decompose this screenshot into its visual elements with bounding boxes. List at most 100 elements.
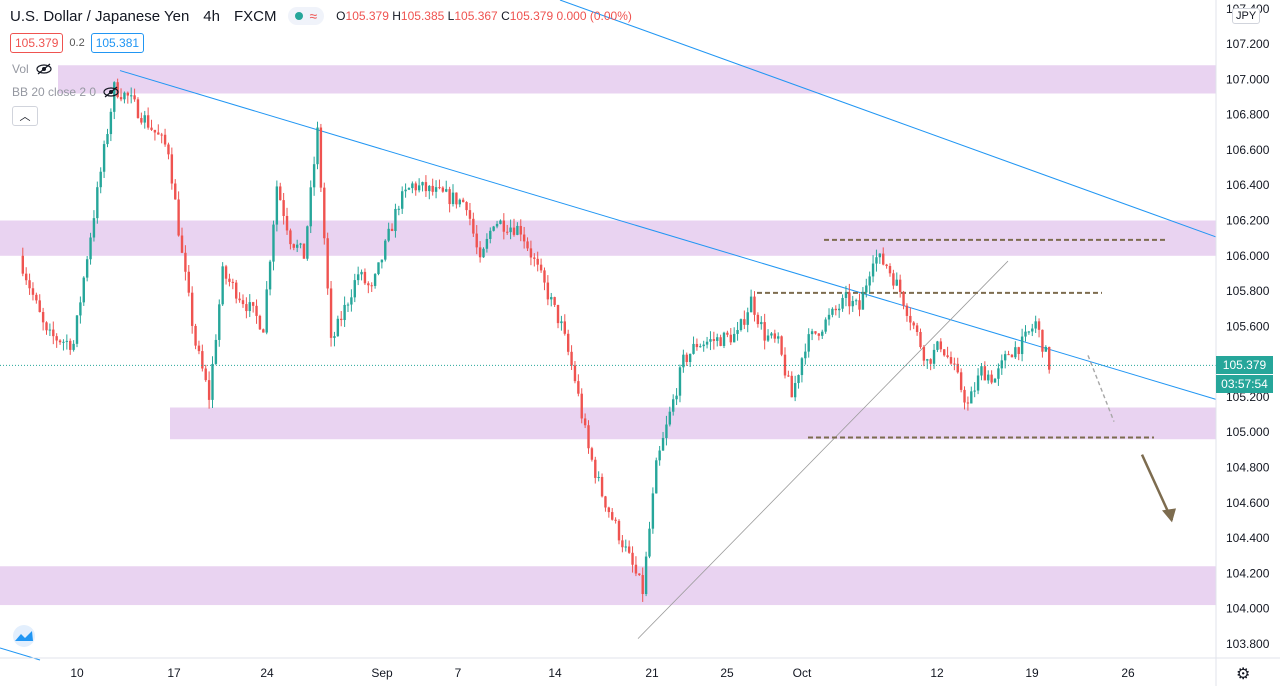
candle-body[interactable]: [190, 292, 194, 326]
candle-body[interactable]: [746, 312, 749, 325]
candle-body[interactable]: [489, 230, 492, 239]
candle-body[interactable]: [1044, 346, 1048, 352]
candle-body[interactable]: [526, 241, 529, 249]
candle-body[interactable]: [96, 187, 99, 219]
candle-body[interactable]: [909, 315, 912, 323]
candle-body[interactable]: [136, 99, 140, 119]
candle-body[interactable]: [631, 552, 634, 565]
candle-body[interactable]: [963, 389, 966, 403]
candle-body[interactable]: [228, 278, 231, 282]
candle-body[interactable]: [1000, 360, 1003, 369]
candle-body[interactable]: [959, 372, 963, 390]
candle-body[interactable]: [146, 115, 150, 128]
candle-body[interactable]: [472, 218, 475, 234]
candle-body[interactable]: [79, 302, 82, 316]
candle-body[interactable]: [946, 355, 949, 358]
candle-body[interactable]: [207, 380, 211, 400]
candle-body[interactable]: [824, 319, 827, 332]
candle-body[interactable]: [695, 343, 699, 348]
candle-body[interactable]: [627, 546, 631, 553]
candle-body[interactable]: [258, 315, 262, 330]
candle-body[interactable]: [943, 349, 946, 356]
candle-body[interactable]: [851, 300, 854, 307]
candle-body[interactable]: [360, 271, 363, 275]
candle-body[interactable]: [956, 363, 959, 373]
candle-body[interactable]: [272, 224, 275, 262]
candle-body[interactable]: [604, 496, 607, 508]
candle-body[interactable]: [153, 129, 157, 133]
gear-icon[interactable]: ⚙: [1236, 666, 1251, 683]
candle-body[interactable]: [658, 450, 661, 461]
candle-body[interactable]: [343, 304, 346, 321]
candle-body[interactable]: [72, 343, 75, 350]
candle-body[interactable]: [915, 325, 919, 332]
candle-body[interactable]: [204, 368, 207, 381]
candle-body[interactable]: [607, 507, 611, 513]
candle-body[interactable]: [140, 118, 143, 123]
candle-body[interactable]: [401, 191, 404, 209]
candle-body[interactable]: [394, 208, 397, 232]
candle-body[interactable]: [55, 336, 58, 341]
candle-body[interactable]: [888, 266, 892, 274]
candle-body[interactable]: [807, 334, 810, 352]
hidden-eye-icon[interactable]: [35, 63, 53, 75]
symbol-title[interactable]: U.S. Dollar / Japanese Yen: [10, 7, 190, 25]
candle-body[interactable]: [953, 363, 956, 365]
candle-body[interactable]: [468, 210, 472, 219]
candle-body[interactable]: [763, 322, 766, 341]
market-status[interactable]: ≈: [288, 7, 325, 25]
candle-body[interactable]: [699, 346, 702, 348]
candle-body[interactable]: [787, 375, 790, 377]
candle-body[interactable]: [1007, 354, 1010, 356]
candle-body[interactable]: [502, 220, 506, 232]
candle-body[interactable]: [844, 292, 848, 298]
upper-trendline[interactable]: [559, 0, 1217, 238]
candle-body[interactable]: [438, 187, 441, 189]
candle-body[interactable]: [184, 252, 187, 272]
candle-body[interactable]: [329, 288, 333, 338]
candle-body[interactable]: [655, 460, 658, 494]
candle-body[interactable]: [1014, 347, 1017, 358]
candle-body[interactable]: [804, 351, 807, 359]
candle-body[interactable]: [892, 273, 895, 286]
candle-body[interactable]: [123, 92, 126, 100]
candle-body[interactable]: [245, 304, 248, 312]
candle-body[interactable]: [38, 300, 41, 313]
candle-body[interactable]: [858, 300, 861, 310]
candle-body[interactable]: [749, 296, 753, 313]
candle-body[interactable]: [993, 378, 997, 383]
candle-body[interactable]: [194, 325, 197, 346]
candle-body[interactable]: [827, 314, 831, 320]
candle-body[interactable]: [119, 97, 123, 100]
candle-body[interactable]: [41, 312, 45, 323]
candle-body[interactable]: [902, 291, 905, 306]
candle-body[interactable]: [218, 304, 221, 340]
candle-body[interactable]: [461, 199, 465, 203]
candle-body[interactable]: [109, 111, 113, 135]
candle-body[interactable]: [268, 261, 272, 290]
candle-body[interactable]: [306, 226, 309, 259]
candle-body[interactable]: [939, 341, 943, 350]
candle-body[interactable]: [478, 247, 482, 258]
candle-body[interactable]: [346, 304, 350, 306]
candle-body[interactable]: [506, 231, 509, 233]
candle-body[interactable]: [92, 218, 96, 238]
candle-body[interactable]: [976, 375, 980, 391]
candle-body[interactable]: [841, 297, 844, 309]
candle-body[interactable]: [834, 308, 837, 311]
candle-body[interactable]: [895, 279, 898, 286]
candle-body[interactable]: [295, 244, 299, 248]
candle-body[interactable]: [458, 199, 461, 205]
candle-body[interactable]: [255, 305, 258, 316]
candle-body[interactable]: [797, 375, 800, 384]
candle-body[interactable]: [644, 556, 648, 595]
candle-body[interactable]: [922, 347, 926, 361]
candle-body[interactable]: [722, 332, 726, 346]
candle-body[interactable]: [445, 189, 448, 192]
candle-body[interactable]: [31, 288, 35, 295]
candle-body[interactable]: [380, 259, 384, 263]
candle-body[interactable]: [370, 285, 373, 287]
candle-body[interactable]: [539, 264, 543, 271]
candle-body[interactable]: [167, 144, 170, 155]
